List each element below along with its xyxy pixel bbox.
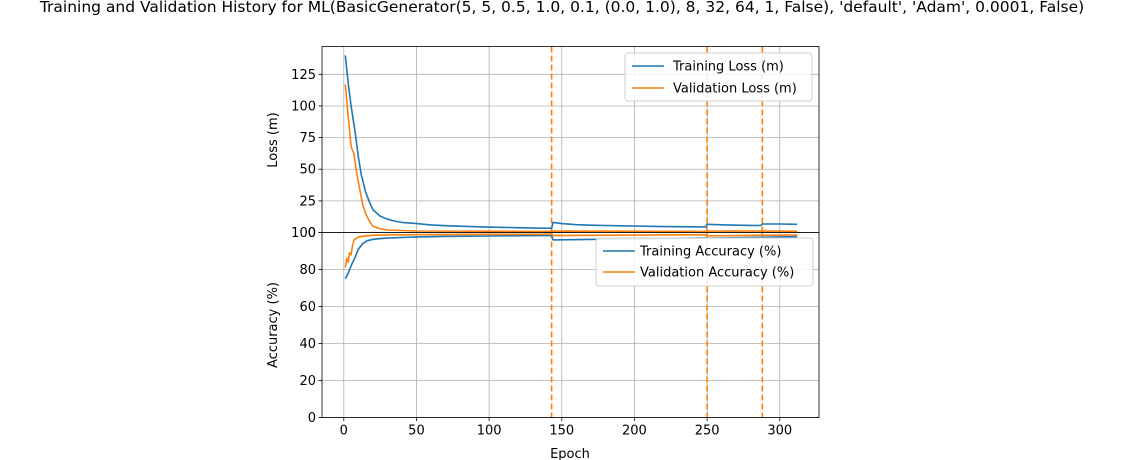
- loss-legend-box: [624, 52, 813, 102]
- accuracy-y-ticks: 0 20 40 60 80 100: [291, 226, 322, 426]
- accuracy-legend-box: [595, 237, 814, 287]
- loss-y-tick-label: 125: [291, 68, 316, 83]
- accuracy-panel: 0 20 40 60 80 100 Accuracy (%) Training Accur…: [266, 226, 820, 426]
- loss-y-tick-label: 75: [299, 131, 316, 146]
- loss-legend-validation-label: Validation Loss (m): [673, 82, 797, 97]
- x-tick-label: 150: [549, 424, 574, 439]
- chart-title: Training and Validation History for ML(B…: [39, 0, 1084, 16]
- x-axis-label: Epoch: [550, 447, 590, 460]
- loss-panel: 0 25 50 75 100 125 Loss (m) Training Loss (m)…: [266, 46, 820, 241]
- x-tick-label: 300: [767, 424, 792, 439]
- loss-legend-training-label: Training Loss (m): [672, 60, 784, 75]
- accuracy-series-validation-line: [344, 233, 798, 268]
- accuracy-y-axis-label: Accuracy (%): [266, 282, 281, 368]
- x-axis-ticks: 0 50 100 150 200 250 300: [340, 417, 792, 439]
- loss-y-tick-label: 25: [299, 194, 316, 209]
- accuracy-legend: Training Accuracy (%) Validation Accurac…: [595, 237, 814, 287]
- accuracy-y-tick-label: 20: [299, 374, 316, 389]
- x-tick-label: 0: [340, 424, 348, 439]
- x-tick-label: 250: [695, 424, 720, 439]
- accuracy-y-tick-label: 40: [299, 337, 316, 352]
- accuracy-y-tick-label: 0: [308, 411, 316, 426]
- loss-y-ticks: 0 25 50 75 100 125: [291, 68, 322, 241]
- x-tick-label: 50: [408, 424, 425, 439]
- loss-series-group: [344, 55, 798, 233]
- x-tick-label: 100: [477, 424, 502, 439]
- loss-y-tick-label: 0: [308, 226, 316, 241]
- accuracy-y-tick-label: 80: [299, 263, 316, 278]
- accuracy-plot-frame: [321, 232, 820, 418]
- loss-legend: Training Loss (m) Validation Loss (m): [624, 52, 813, 102]
- accuracy-y-tick-label: 100: [291, 226, 316, 241]
- loss-y-axis-label: Loss (m): [266, 112, 281, 167]
- accuracy-y-tick-label: 60: [299, 300, 316, 315]
- loss-y-tick-label: 50: [299, 163, 316, 178]
- loss-series-training-line: [344, 55, 798, 230]
- x-tick-label: 200: [622, 424, 647, 439]
- accuracy-legend-validation-label: Validation Accuracy (%): [640, 266, 794, 281]
- loss-series-validation-line: [344, 84, 798, 233]
- accuracy-legend-training-label: Training Accuracy (%): [639, 245, 781, 260]
- loss-y-tick-label: 100: [291, 99, 316, 114]
